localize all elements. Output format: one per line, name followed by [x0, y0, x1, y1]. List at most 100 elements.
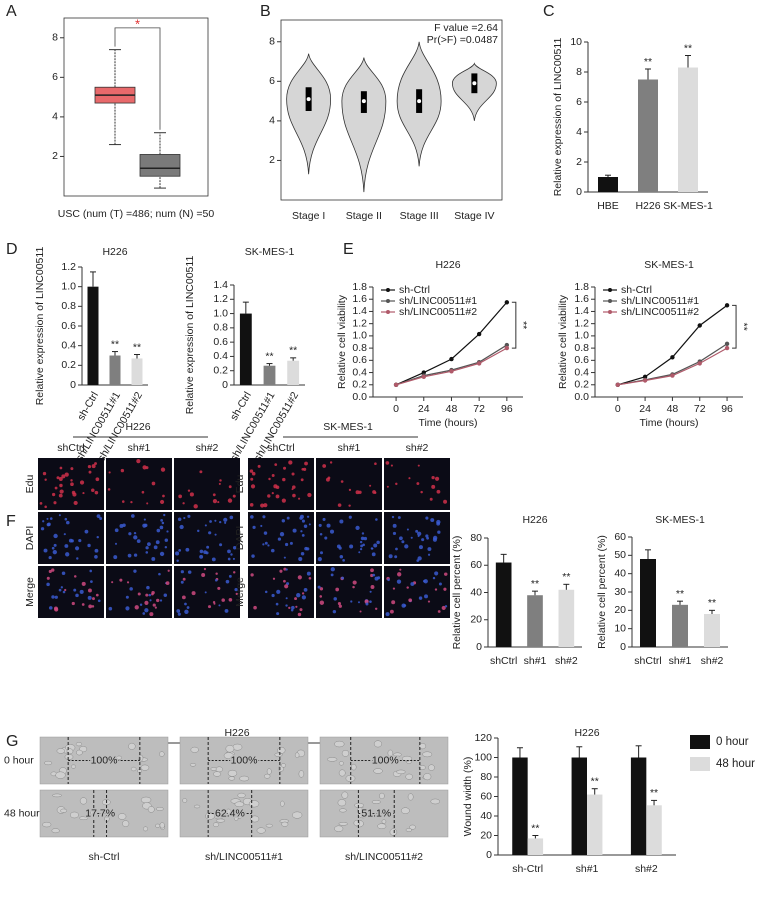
cell-texture: [52, 793, 62, 798]
cell-dot: [95, 477, 100, 482]
cell-dot: [74, 546, 80, 551]
cell-dot: [54, 486, 58, 490]
cell-dot: [159, 525, 164, 530]
cell-dot: [134, 605, 139, 610]
cell-dot: [54, 607, 59, 612]
cell-dot: [183, 516, 186, 520]
cell-dot: [54, 595, 58, 599]
cell-dot: [364, 599, 369, 604]
y-tick-label: 0.4: [574, 366, 589, 378]
row-label: Edu: [24, 475, 36, 494]
cell-dot: [165, 581, 170, 586]
cell-dot: [301, 592, 305, 595]
cell-dot: [317, 585, 321, 589]
cell-dot: [48, 555, 52, 560]
cell-texture: [405, 828, 412, 832]
cell-dot: [89, 569, 93, 573]
cell-dot: [370, 568, 374, 573]
cell-dot: [421, 538, 425, 542]
cell-texture: [248, 800, 260, 808]
cell-dot: [333, 597, 337, 601]
cell-texture: [327, 757, 338, 762]
cell-dot: [71, 601, 75, 606]
cell-dot: [152, 603, 156, 607]
cell-dot: [159, 599, 163, 602]
column-label: sh/LINC00511#2: [345, 851, 423, 863]
y-axis-label: Wound width (%): [462, 757, 474, 837]
y-tick-label: 100: [474, 751, 492, 763]
cell-texture: [130, 766, 137, 772]
x-tick-label: 96: [721, 403, 733, 415]
cell-dot: [288, 606, 291, 610]
x-tick-label: shCtrl: [634, 655, 661, 667]
cell-dot: [232, 546, 237, 550]
point: [724, 345, 730, 351]
micrograph: [384, 566, 450, 618]
y-tick-label: 30: [614, 586, 626, 598]
cell-dot: [281, 498, 286, 503]
legend-label: sh-Ctrl: [621, 284, 652, 296]
cell-dot: [203, 550, 207, 555]
cell-dot: [143, 518, 146, 521]
cell-dot: [257, 464, 261, 468]
cell-dot: [250, 573, 254, 577]
y-axis-label: Relative cell percent (%): [596, 535, 608, 649]
cell-dot: [151, 481, 156, 486]
cell-dot: [53, 501, 57, 505]
cell-dot: [350, 600, 353, 603]
cell-texture: [389, 828, 398, 836]
x-tick-label: shCtrl: [490, 655, 517, 667]
y-tick-label: 2: [52, 150, 58, 162]
cell-texture: [379, 792, 385, 800]
cell-dot: [125, 595, 129, 599]
cell-texture: [159, 751, 165, 757]
cell-dot: [270, 548, 275, 553]
panel-label: G: [6, 733, 18, 750]
cell-dot: [227, 498, 233, 503]
cell-dot: [114, 528, 119, 533]
y-tick-label: 1.4: [352, 305, 367, 317]
cell-texture: [393, 752, 402, 757]
cell-dot: [94, 555, 98, 559]
cell-dot: [128, 532, 132, 536]
cell-dot: [406, 586, 409, 589]
cell-dot: [160, 467, 166, 472]
panel-label: A: [6, 3, 17, 20]
y-tick-label: 0.2: [213, 364, 228, 376]
y-tick-label: 40: [480, 810, 492, 822]
cell-texture: [265, 823, 273, 828]
y-tick-label: 0: [620, 641, 626, 653]
cell-dot: [53, 543, 57, 547]
cell-dot: [131, 514, 135, 518]
wound-width: 17.7%: [85, 807, 115, 819]
cell-dot: [267, 544, 270, 547]
x-tick-label: sh#1: [669, 655, 692, 667]
cell-dot: [272, 577, 276, 580]
cell-dot: [149, 599, 152, 602]
cell-texture: [116, 755, 123, 760]
wound-width: 100%: [231, 754, 258, 766]
cell-texture: [225, 745, 235, 753]
cell-dot: [159, 551, 165, 557]
significance-bracket: [511, 301, 517, 349]
cell-dot: [374, 462, 377, 466]
line: [617, 343, 728, 386]
wound-width: 62.4%: [215, 807, 245, 819]
x-tick-label: Stage II: [346, 210, 382, 222]
panel-label: E: [343, 241, 354, 258]
cell-dot: [215, 572, 218, 575]
cell-dot: [142, 612, 146, 615]
cell-dot: [297, 612, 302, 617]
cell-texture: [405, 773, 413, 780]
cell-dot: [58, 588, 62, 592]
legend-marker: [386, 299, 390, 303]
cell-dot: [418, 596, 423, 600]
cell-dot: [219, 543, 223, 547]
plot-frame: [63, 17, 209, 197]
cell-dot: [308, 523, 311, 526]
significance-label: **: [684, 42, 692, 54]
cell-texture: [377, 823, 387, 830]
line: [395, 344, 508, 386]
cell-dot: [87, 543, 91, 548]
cell-dot: [218, 604, 221, 607]
